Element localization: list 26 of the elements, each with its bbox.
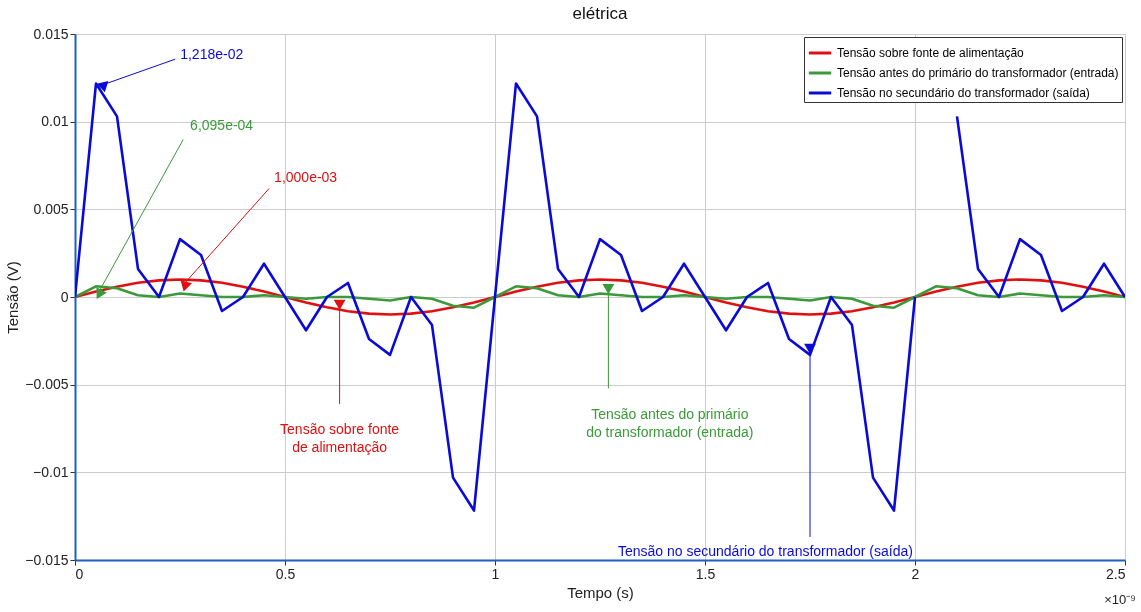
y-tick-label: 0.005 — [33, 200, 69, 217]
y-tick-label: 0.015 — [33, 25, 69, 42]
x-tick-label: 0 — [75, 565, 84, 582]
x-tick-label: 1 — [491, 565, 500, 582]
annotation: 1,218e-02 — [180, 46, 244, 63]
x-axis-title: Tempo (s) — [567, 583, 634, 601]
annotation: Tensão sobre fonte de alimentação — [280, 421, 400, 456]
text: ×10⁻⁹ — [1104, 592, 1136, 607]
y-tick-label: −0.005 — [25, 376, 69, 393]
annotation: Tensão antes do primário do transformador (entrada) — [586, 405, 754, 440]
y-tick-label: −0.01 — [33, 463, 69, 480]
y-axis-title: Tensão (V) — [4, 261, 22, 334]
annotation: 6,095e-04 — [190, 117, 254, 134]
y-tick-label: 0.01 — [41, 113, 69, 130]
x-tick-label: 2.5 — [1106, 565, 1126, 582]
chart-title: elétrica — [572, 4, 628, 23]
y-tick-label: 0 — [60, 288, 69, 305]
y-tick-label: −0.015 — [25, 551, 69, 568]
x-tick-label: 2 — [911, 565, 920, 582]
legend-label: Tensão sobre fonte de alimentação — [837, 46, 1025, 60]
legend-label: Tensão antes do primário do transformador (entrada) — [837, 66, 1119, 80]
legend-label: Tensão no secundário do transformador (saída) — [837, 86, 1090, 100]
x-tick-label: 1.5 — [695, 565, 716, 582]
x-tick-label: 0.5 — [275, 565, 296, 582]
annotation: 1,000e-03 — [274, 169, 338, 186]
annotation: Tensão no secundário do transformador (saída) — [617, 543, 913, 560]
